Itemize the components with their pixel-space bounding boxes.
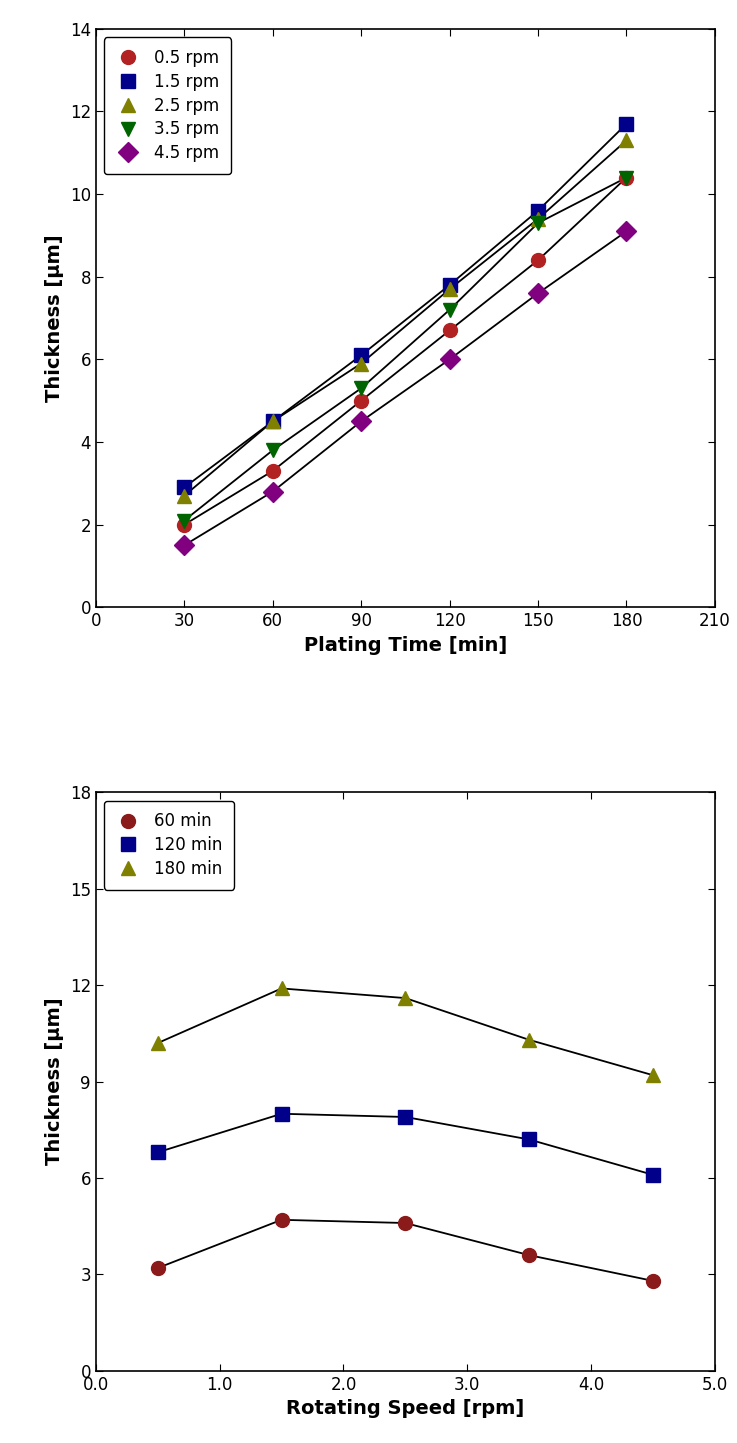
- 2.5 rpm: [180, 488, 189, 505]
- 1.5 rpm: [357, 346, 366, 364]
- 60 min: [277, 1211, 286, 1228]
- 2.5 rpm: [268, 413, 277, 430]
- 120 min: [277, 1105, 286, 1123]
- 2.5 rpm: [357, 355, 366, 372]
- 180 min: [153, 1035, 162, 1052]
- 60 min: [649, 1273, 657, 1290]
- Line: 120 min: 120 min: [151, 1107, 660, 1182]
- 180 min: [401, 990, 410, 1007]
- 0.5 rpm: [180, 517, 189, 534]
- 3.5 rpm: [357, 380, 366, 397]
- Y-axis label: Thickness [μm]: Thickness [μm]: [45, 997, 64, 1166]
- Legend: 0.5 rpm, 1.5 rpm, 2.5 rpm, 3.5 rpm, 4.5 rpm: 0.5 rpm, 1.5 rpm, 2.5 rpm, 3.5 rpm, 4.5 …: [104, 38, 231, 173]
- Y-axis label: Thickness [μm]: Thickness [μm]: [45, 234, 64, 403]
- 120 min: [525, 1131, 534, 1149]
- 3.5 rpm: [268, 442, 277, 459]
- 60 min: [153, 1260, 162, 1277]
- 2.5 rpm: [534, 211, 542, 228]
- 0.5 rpm: [534, 251, 542, 268]
- 1.5 rpm: [622, 115, 631, 133]
- 0.5 rpm: [357, 392, 366, 410]
- 4.5 rpm: [445, 351, 454, 368]
- 1.5 rpm: [180, 479, 189, 496]
- 3.5 rpm: [180, 512, 189, 530]
- 120 min: [153, 1144, 162, 1162]
- 3.5 rpm: [622, 169, 631, 186]
- 180 min: [277, 980, 286, 997]
- 4.5 rpm: [534, 284, 542, 302]
- Line: 180 min: 180 min: [151, 981, 660, 1082]
- 60 min: [401, 1215, 410, 1232]
- 2.5 rpm: [622, 131, 631, 149]
- 1.5 rpm: [268, 413, 277, 430]
- 120 min: [649, 1166, 657, 1183]
- X-axis label: Rotating Speed [rpm]: Rotating Speed [rpm]: [286, 1400, 525, 1418]
- 3.5 rpm: [534, 215, 542, 232]
- 60 min: [525, 1247, 534, 1264]
- 180 min: [649, 1066, 657, 1084]
- 0.5 rpm: [445, 322, 454, 339]
- 4.5 rpm: [180, 537, 189, 554]
- 0.5 rpm: [622, 169, 631, 186]
- 180 min: [525, 1032, 534, 1049]
- 1.5 rpm: [445, 277, 454, 294]
- Line: 4.5 rpm: 4.5 rpm: [178, 224, 633, 553]
- Legend: 60 min, 120 min, 180 min: 60 min, 120 min, 180 min: [104, 801, 234, 890]
- Line: 2.5 rpm: 2.5 rpm: [178, 133, 633, 502]
- 2.5 rpm: [445, 280, 454, 297]
- 120 min: [401, 1108, 410, 1126]
- X-axis label: Plating Time [min]: Plating Time [min]: [304, 636, 507, 655]
- 4.5 rpm: [357, 413, 366, 430]
- Line: 3.5 rpm: 3.5 rpm: [178, 170, 633, 528]
- Line: 60 min: 60 min: [151, 1214, 660, 1287]
- 3.5 rpm: [445, 302, 454, 319]
- 1.5 rpm: [534, 202, 542, 219]
- 4.5 rpm: [268, 483, 277, 501]
- 0.5 rpm: [268, 462, 277, 479]
- 4.5 rpm: [622, 222, 631, 240]
- Line: 1.5 rpm: 1.5 rpm: [178, 117, 633, 495]
- Line: 0.5 rpm: 0.5 rpm: [178, 170, 633, 531]
